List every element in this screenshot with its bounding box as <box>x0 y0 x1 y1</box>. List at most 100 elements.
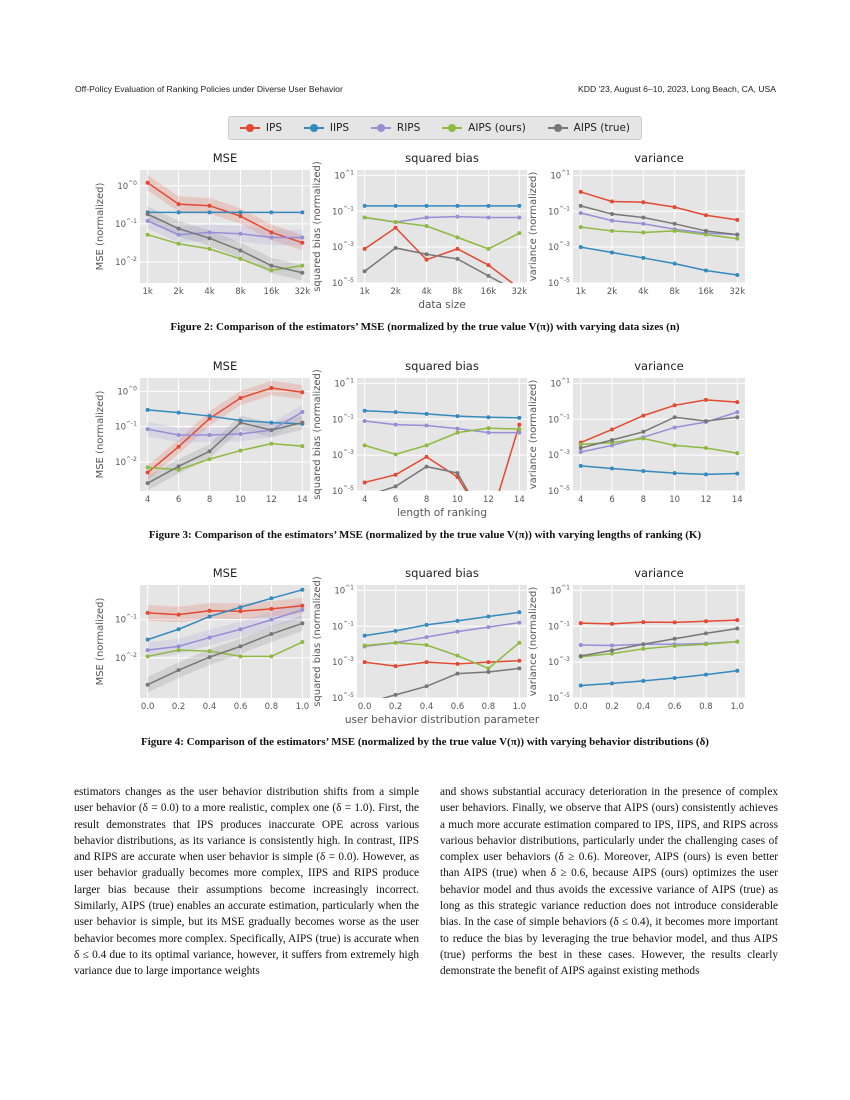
data-point <box>578 445 583 450</box>
x-tick-label: 4k <box>204 287 214 297</box>
data-point <box>362 419 367 424</box>
data-point <box>269 385 274 390</box>
legend-label: AIPS (true) <box>573 122 631 134</box>
y-tick-label: 10^-1 <box>548 205 570 217</box>
legend-item: RIPS <box>370 122 420 134</box>
data-point <box>393 220 398 225</box>
data-point <box>703 419 708 424</box>
chart-2-MSE: 10^0 10^-1 10^-2 1k 2k 4k 8k 16k 32k MSE MSE (norm… <box>95 151 310 297</box>
data-point <box>424 464 429 469</box>
x-tick-label: 1k <box>359 287 369 297</box>
series-line-ips <box>147 387 303 474</box>
data-point <box>207 210 212 215</box>
data-point <box>393 692 398 697</box>
chart-title: variance <box>634 566 684 580</box>
plot-area <box>140 170 310 283</box>
x-tick-label: 4k <box>421 287 431 297</box>
data-point <box>393 422 398 427</box>
y-tick-label: 10^-2 <box>115 256 137 268</box>
x-tick-label: 0.4 <box>203 702 217 712</box>
x-tick-label: 4k <box>638 287 648 297</box>
data-point <box>735 415 740 420</box>
y-tick-label: 10^-1 <box>115 421 137 433</box>
series-line-rips <box>147 220 303 239</box>
series-line-iips <box>580 670 738 687</box>
legend-item: IPS <box>239 122 283 134</box>
chart-title: squared bias <box>405 151 479 165</box>
data-point <box>517 231 522 236</box>
data-point <box>269 606 274 611</box>
data-point <box>517 427 522 432</box>
data-point <box>269 596 274 601</box>
series-line-aipstrue <box>147 622 303 686</box>
chart-title: MSE <box>213 151 238 165</box>
x-tick-label: 32k <box>511 287 527 297</box>
series-line-ips <box>364 424 521 491</box>
data-point <box>393 452 398 457</box>
data-point <box>455 235 460 240</box>
data-point <box>269 230 274 235</box>
x-tick-label: 4 <box>145 495 150 505</box>
data-point <box>238 420 243 425</box>
x-tick-label: 0.0 <box>358 702 372 712</box>
x-tick-label: 14 <box>732 495 743 505</box>
data-point <box>517 640 522 645</box>
legend-marker-icon <box>303 124 324 132</box>
legend-label: AIPS (ours) <box>468 122 526 134</box>
series-line-iips <box>147 589 303 641</box>
chart-title: MSE <box>213 566 238 580</box>
data-point <box>641 255 646 260</box>
y-tick-label: 10^-5 <box>332 277 354 289</box>
data-point <box>238 605 243 610</box>
series-line-ips <box>580 619 738 625</box>
data-point <box>486 273 491 278</box>
data-point <box>145 481 150 486</box>
x-tick-label: 4 <box>362 495 367 505</box>
y-tick-label: 10^-1 <box>548 620 570 632</box>
data-point <box>486 614 491 619</box>
data-point <box>238 248 243 253</box>
data-point <box>672 221 677 226</box>
x-tick-label: 8 <box>207 495 212 505</box>
x-tick-label: 1.0 <box>730 702 744 712</box>
series-line-ips <box>364 659 520 667</box>
data-point <box>393 410 398 415</box>
data-point <box>238 210 243 215</box>
legend-marker-icon <box>547 124 568 132</box>
series-line-aipsours <box>580 437 738 454</box>
y-axis-label: MSE (normalized) <box>95 597 106 685</box>
legend-label: IPS <box>265 122 283 134</box>
y-tick-label: 10^-5 <box>548 277 570 289</box>
data-point <box>672 676 677 681</box>
data-point <box>176 648 181 653</box>
data-point <box>238 448 243 453</box>
data-point <box>424 643 429 648</box>
data-point <box>455 246 460 251</box>
data-point <box>362 480 367 485</box>
data-point <box>703 631 708 636</box>
data-point <box>238 396 243 401</box>
chart-2-squared-bias: 10^1 10^-1 10^-3 10^-5 1k 2k 4k 8k 16k 32k squared… <box>312 151 527 297</box>
data-point <box>672 471 677 476</box>
data-point <box>362 246 367 251</box>
data-point <box>300 607 305 612</box>
data-point <box>300 263 305 268</box>
figure-legend: IPS IIPS RIPS AIPS (ours) AIPS (true) <box>228 116 642 140</box>
data-point <box>207 649 212 654</box>
data-point <box>735 626 740 631</box>
data-point <box>362 408 367 413</box>
series-line-aipsours <box>580 226 738 240</box>
data-point <box>176 202 181 207</box>
data-point <box>207 203 212 208</box>
series-line-aipstrue <box>580 416 738 449</box>
data-point <box>517 620 522 625</box>
data-point <box>455 671 460 676</box>
data-point <box>362 203 367 208</box>
data-point <box>735 668 740 673</box>
x-tick-label: 12 <box>266 495 277 505</box>
x-tick-label: 0.0 <box>574 702 588 712</box>
data-point <box>703 232 708 237</box>
data-point <box>238 431 243 436</box>
y-tick-label: 10^-3 <box>548 241 570 253</box>
y-tick-label: 10^-1 <box>332 620 354 632</box>
